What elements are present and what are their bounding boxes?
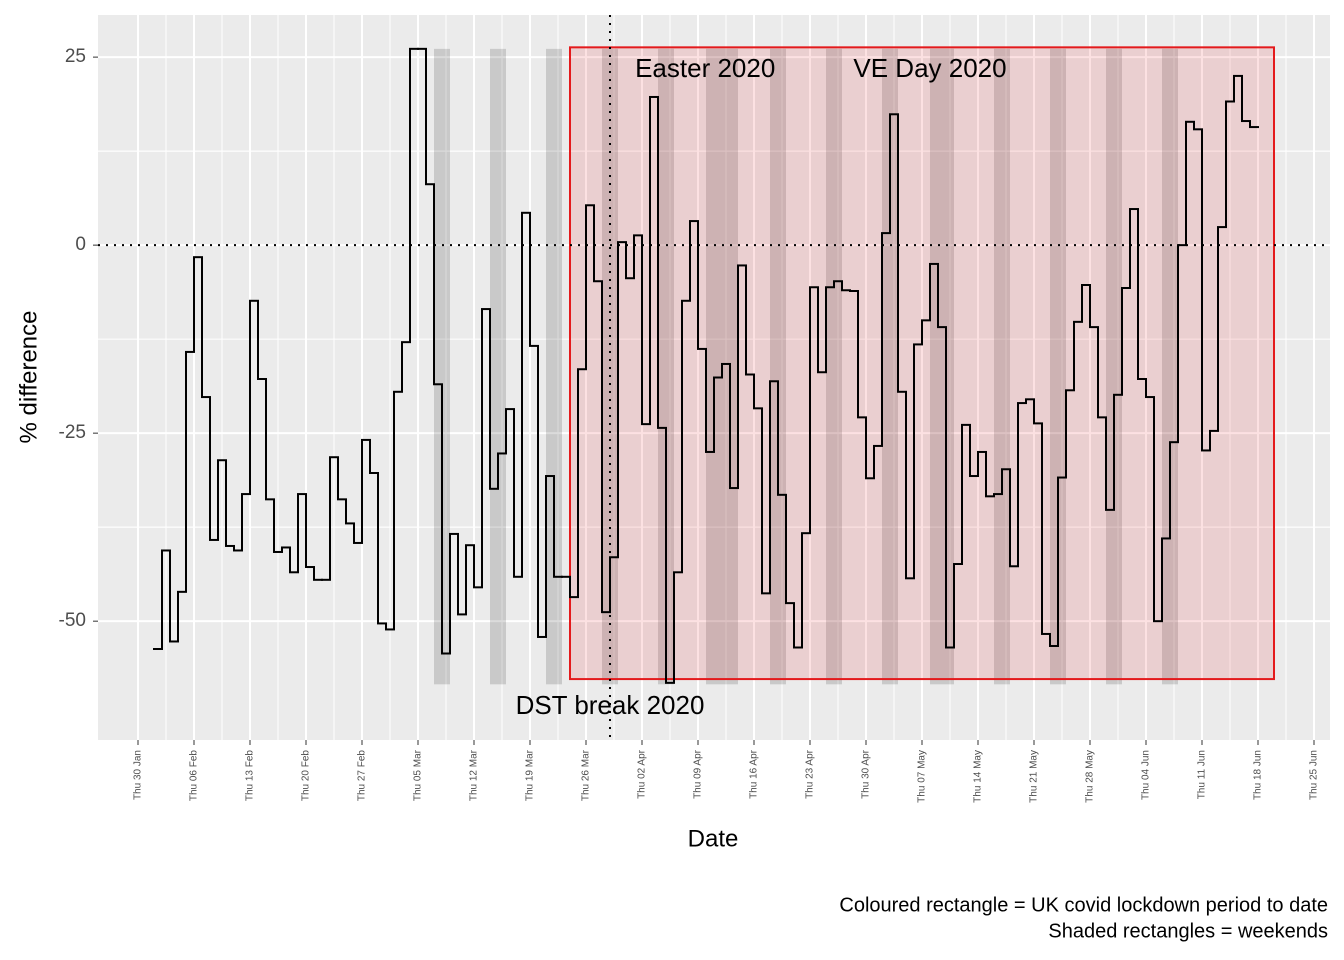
weekend-shade	[1162, 48, 1178, 685]
annotation: Easter 2020	[635, 53, 775, 83]
weekend-shade	[882, 48, 898, 685]
x-tick-label: Thu 07 May	[917, 750, 928, 803]
x-tick-label: Thu 30 Jan	[133, 750, 144, 800]
x-tick-label: Thu 30 Apr	[861, 749, 872, 799]
weekend-shade	[770, 48, 786, 685]
x-tick-label: Thu 28 May	[1085, 750, 1096, 803]
x-axis-title: Date	[688, 825, 739, 852]
lockdown-rect	[569, 46, 1275, 681]
x-tick-label: Thu 04 Jun	[1141, 750, 1152, 800]
y-tick-label: -50	[59, 610, 86, 631]
step-riser	[161, 48, 1251, 683]
x-tick-label: Thu 02 Apr	[637, 749, 648, 799]
x-tick-label: Thu 14 May	[973, 750, 984, 803]
weekend-shade	[658, 48, 674, 685]
x-tick-label: Thu 09 Apr	[693, 749, 704, 799]
x-tick-label: Thu 19 Mar	[525, 749, 536, 801]
annotation: DST break 2020	[516, 690, 705, 720]
x-tick-label: Thu 05 Mar	[413, 749, 424, 801]
y-tick-label: 25	[65, 46, 86, 67]
weekend-shade	[602, 48, 618, 685]
y-axis-title: % difference	[15, 311, 42, 444]
x-tick-label: Thu 18 Jun	[1253, 750, 1264, 800]
weekend-shade	[994, 48, 1010, 685]
x-tick-label: Thu 13 Feb	[245, 750, 256, 802]
weekend-shade	[1050, 48, 1066, 685]
y-tick-label: 0	[75, 234, 86, 255]
caption: Coloured rectangle = UK covid lockdown p…	[839, 894, 1328, 916]
weekend-shade	[826, 48, 842, 685]
annotation: VE Day 2020	[853, 53, 1006, 83]
x-tick-label: Thu 06 Feb	[189, 750, 200, 802]
x-tick-label: Thu 21 May	[1029, 750, 1040, 803]
x-tick-label: Thu 25 Jun	[1309, 750, 1320, 800]
x-tick-label: Thu 20 Feb	[301, 750, 312, 802]
x-tick-label: Thu 23 Apr	[805, 749, 816, 799]
x-tick-label: Thu 11 Jun	[1197, 750, 1208, 799]
caption: Shaded rectangles = weekends	[1048, 920, 1328, 942]
y-tick-label: -25	[59, 422, 86, 443]
weekend-shade	[1106, 48, 1122, 685]
weekend-shade	[490, 48, 506, 685]
weekend-shade	[434, 48, 450, 685]
x-tick-label: Thu 26 Mar	[581, 749, 592, 801]
x-tick-label: Thu 16 Apr	[749, 749, 760, 799]
weekend-shade	[546, 48, 562, 685]
x-tick-label: Thu 27 Feb	[357, 750, 368, 802]
weekend-shade	[930, 48, 954, 685]
x-tick-label: Thu 12 Mar	[469, 749, 480, 801]
